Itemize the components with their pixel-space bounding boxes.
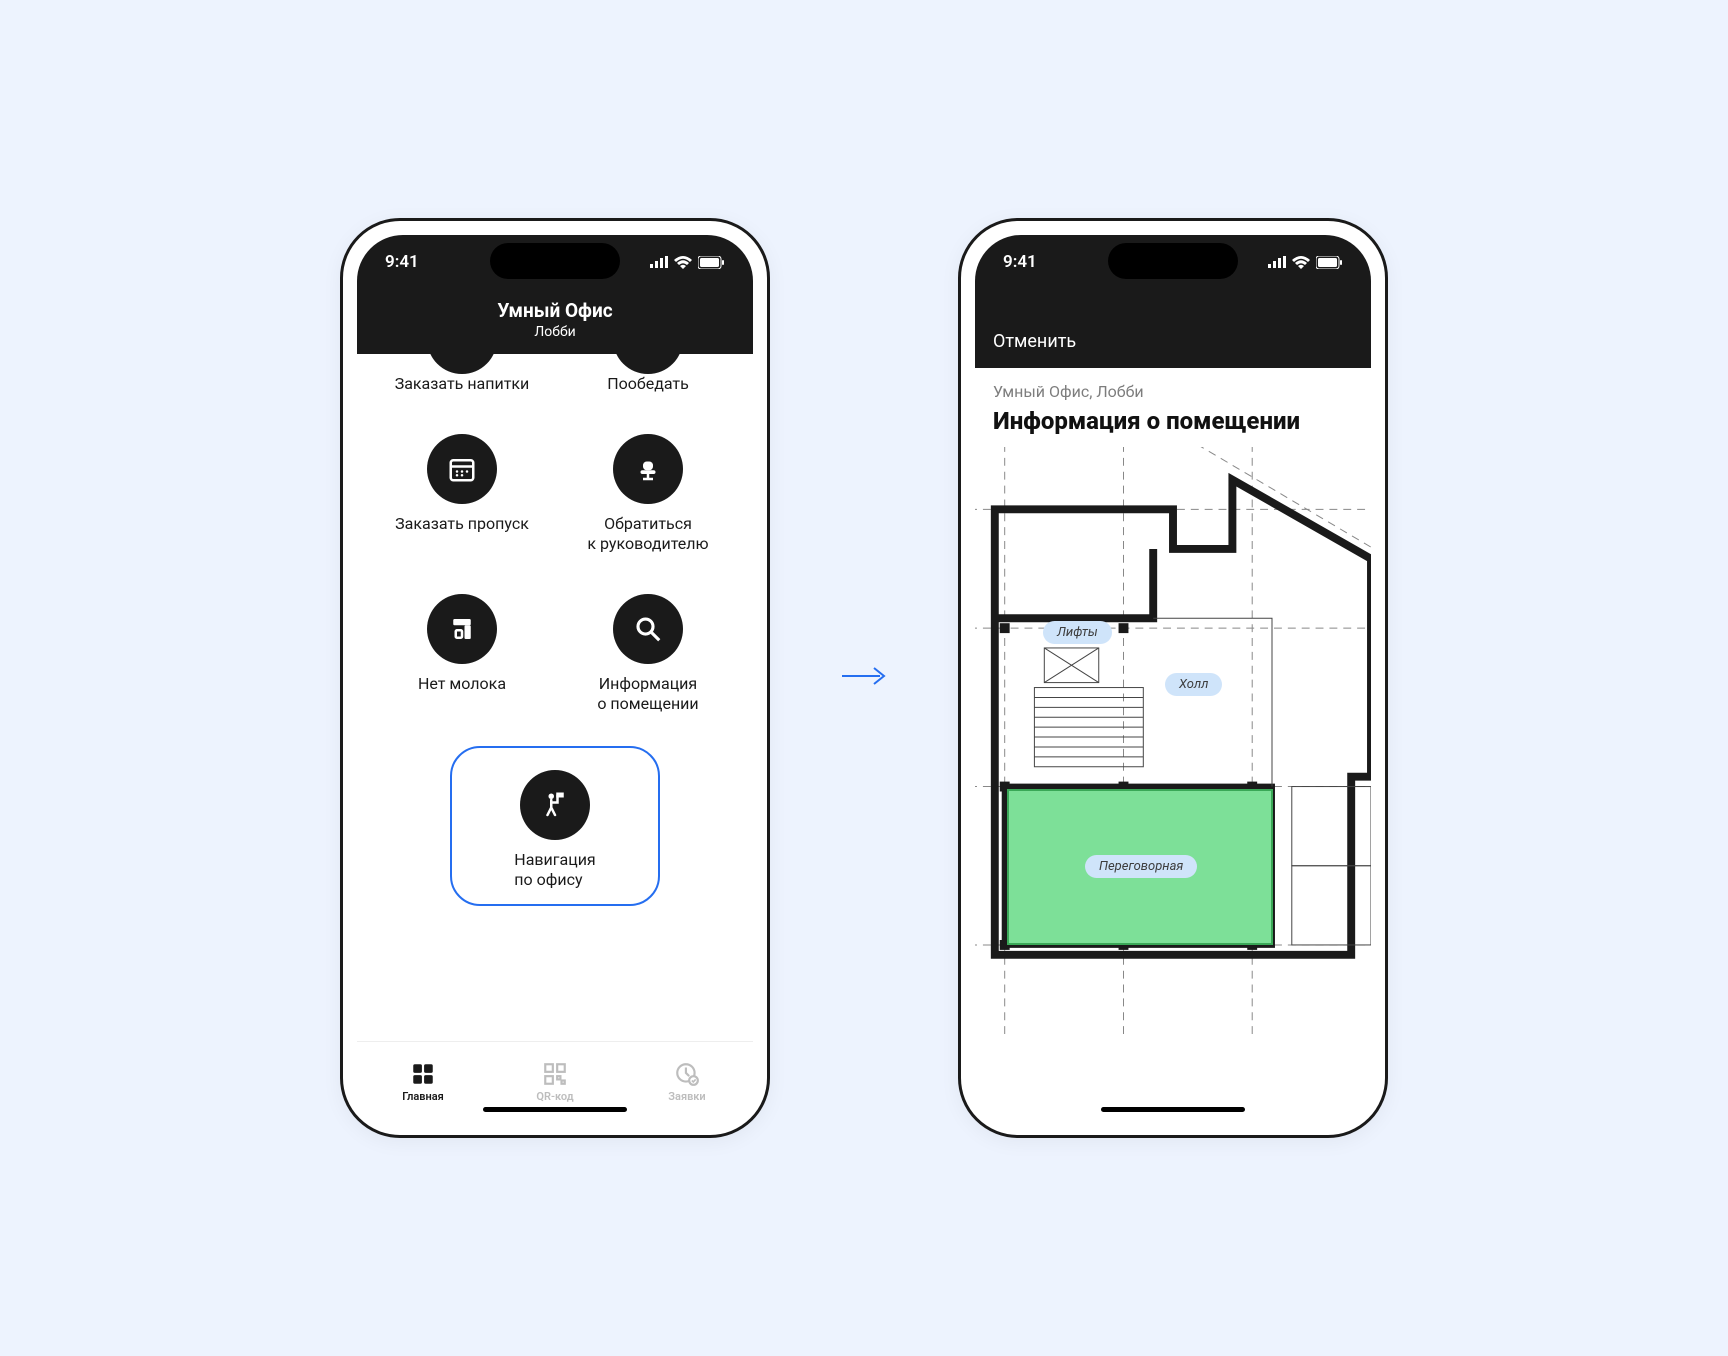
phone-mockup-right: 9:41 Отменить Умный Офис, Лобби Информац… xyxy=(958,218,1388,1138)
lunch-icon xyxy=(613,354,683,374)
status-right xyxy=(1268,256,1343,269)
tab-home[interactable]: Главная xyxy=(357,1042,489,1121)
dynamic-island xyxy=(490,243,620,279)
floorplan[interactable]: Лифты Холл Переговорная xyxy=(975,447,1371,1037)
action-lunch[interactable]: Пообедать xyxy=(555,354,741,402)
action-label: Навигация по офису xyxy=(514,850,595,890)
info-header: Умный Офис, Лобби Информация о помещении xyxy=(975,368,1371,447)
cancel-button[interactable]: Отменить xyxy=(993,331,1076,352)
label-hall[interactable]: Холл xyxy=(1165,673,1222,696)
status-bar: 9:41 xyxy=(357,235,753,289)
app-subtitle: Лобби xyxy=(357,324,753,340)
signal-icon xyxy=(650,256,668,268)
label-lifts[interactable]: Лифты xyxy=(1043,621,1112,644)
battery-icon xyxy=(698,256,725,269)
coffee-machine-icon xyxy=(427,594,497,664)
action-order-pass[interactable]: Заказать пропуск xyxy=(369,426,555,562)
calendar-icon xyxy=(427,434,497,504)
app-title: Умный Офис xyxy=(357,299,753,322)
phone-mockup-left: 9:41 Умный Офис Лобби xyxy=(340,218,770,1138)
action-order-drinks[interactable]: Заказать напитки xyxy=(369,354,555,402)
search-icon xyxy=(613,594,683,664)
home-indicator xyxy=(483,1107,627,1112)
page-title: Информация о помещении xyxy=(993,407,1353,435)
modal-header: Отменить xyxy=(975,315,1371,368)
status-time: 9:41 xyxy=(385,252,465,272)
home-screen: Заказать напитки Пообедать Заказать проп… xyxy=(357,354,753,1041)
action-no-milk[interactable]: Нет молока xyxy=(369,586,555,722)
status-bar: 9:41 xyxy=(975,235,1371,289)
wifi-icon xyxy=(674,256,692,269)
action-label: Информация о помещении xyxy=(597,674,698,714)
app-header: Умный Офис Лобби xyxy=(357,289,753,354)
signal-icon xyxy=(1268,256,1286,268)
action-room-info[interactable]: Информация о помещении xyxy=(555,586,741,722)
tab-orders[interactable]: Заявки xyxy=(621,1042,753,1121)
navigation-icon xyxy=(520,770,590,840)
header-spacer xyxy=(975,289,1371,315)
status-right xyxy=(650,256,725,269)
drinks-icon xyxy=(427,354,497,374)
arrow-icon xyxy=(840,658,888,698)
chair-icon xyxy=(613,434,683,504)
breadcrumb: Умный Офис, Лобби xyxy=(993,382,1353,401)
floorplan-svg xyxy=(975,447,1371,1037)
action-contact-manager[interactable]: Обратиться к руководителю xyxy=(555,426,741,562)
status-time: 9:41 xyxy=(1003,252,1083,272)
action-navigation-highlighted[interactable]: Навигация по офису xyxy=(369,746,741,906)
wifi-icon xyxy=(1292,256,1310,269)
label-meeting[interactable]: Переговорная xyxy=(1085,855,1197,878)
dynamic-island xyxy=(1108,243,1238,279)
action-label: Обратиться к руководителю xyxy=(587,514,708,554)
battery-icon xyxy=(1316,256,1343,269)
home-indicator xyxy=(1101,1107,1245,1112)
